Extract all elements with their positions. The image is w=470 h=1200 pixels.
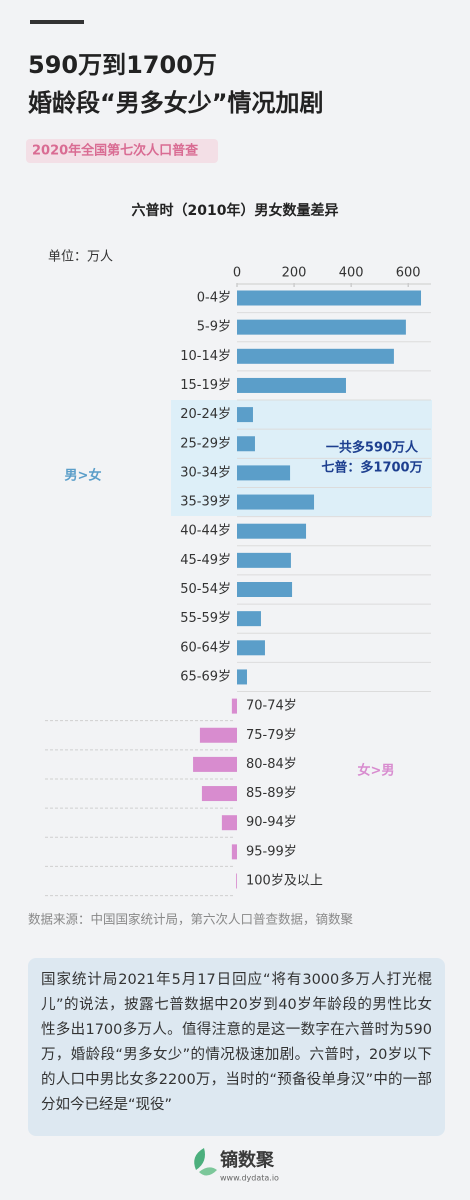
x-tick-label: 200 xyxy=(282,266,307,281)
chart-title: 六普时（2010年）男女数量差异 xyxy=(132,202,339,219)
y-tick-label: 20-24岁 xyxy=(180,407,231,422)
y-tick-label: 35-39岁 xyxy=(180,495,231,510)
x-tick-label: 600 xyxy=(396,266,421,281)
bar xyxy=(237,377,346,393)
source: 数据来源：中国国家统计局，第六次人口普查数据，镝数聚 xyxy=(28,912,354,927)
y-tick-label: 95-99岁 xyxy=(246,844,297,859)
y-tick-label: 5-9岁 xyxy=(197,320,231,335)
logo-icon xyxy=(194,1148,217,1176)
bar xyxy=(237,436,255,452)
tag: 2020年全国第七次人口普查 xyxy=(32,143,199,159)
bar xyxy=(237,669,247,685)
y-tick-label: 50-54岁 xyxy=(180,582,231,597)
y-tick-label: 10-14岁 xyxy=(180,349,231,364)
y-tick-label: 15-19岁 xyxy=(180,378,231,393)
y-tick-label: 70-74岁 xyxy=(246,699,297,714)
y-tick-label: 55-59岁 xyxy=(180,611,231,626)
bar xyxy=(237,552,291,568)
site: www.dydata.io xyxy=(220,1174,279,1183)
y-tick-label: 85-89岁 xyxy=(246,786,297,801)
bar xyxy=(237,523,307,539)
annotation: 七普：多1700万 xyxy=(321,460,422,476)
x-tick-label: 0 xyxy=(233,266,241,281)
y-tick-label: 90-94岁 xyxy=(246,815,297,830)
y-tick-label: 60-64岁 xyxy=(180,640,231,655)
y-tick-label: 30-34岁 xyxy=(180,465,231,480)
bar xyxy=(237,348,394,364)
y-tick-label: 100岁及以上 xyxy=(246,874,323,889)
y-tick-label: 45-49岁 xyxy=(180,553,231,568)
description: 国家统计局2021年5月17日回应“将有3000多万人打光棍儿”的说法，披露七普… xyxy=(28,958,445,1136)
bar xyxy=(199,727,237,743)
bar xyxy=(237,640,265,656)
bar xyxy=(237,290,422,306)
bar xyxy=(231,844,237,860)
bar xyxy=(237,494,315,510)
y-tick-label: 0-4岁 xyxy=(197,291,231,306)
top-bar xyxy=(30,20,84,24)
y-tick-label: 65-69岁 xyxy=(180,669,231,684)
y-tick-label: 80-84岁 xyxy=(246,757,297,772)
bar xyxy=(221,815,237,831)
bar xyxy=(201,786,237,802)
bar xyxy=(193,756,237,772)
bar xyxy=(237,611,261,627)
bar xyxy=(237,319,406,335)
title-line: 590万到1700万 xyxy=(28,51,217,79)
x-tick-label: 400 xyxy=(339,266,364,281)
positive-label: 男>女 xyxy=(65,468,102,484)
bar xyxy=(237,407,253,423)
bar xyxy=(236,873,237,889)
tag-bg xyxy=(26,139,218,163)
bar xyxy=(237,465,291,481)
title-line: 婚龄段“男多女少”情况加剧 xyxy=(28,89,324,117)
unit: 单位：万人 xyxy=(48,250,113,265)
bar xyxy=(237,582,293,597)
y-tick-label: 25-29岁 xyxy=(180,436,231,451)
negative-label: 女>男 xyxy=(358,763,395,779)
annotation: 一共多590万人 xyxy=(326,440,419,456)
y-tick-label: 75-79岁 xyxy=(246,728,297,743)
y-tick-label: 40-44岁 xyxy=(180,524,231,539)
logo: 镝数聚 xyxy=(220,1149,275,1171)
bar xyxy=(231,698,237,714)
